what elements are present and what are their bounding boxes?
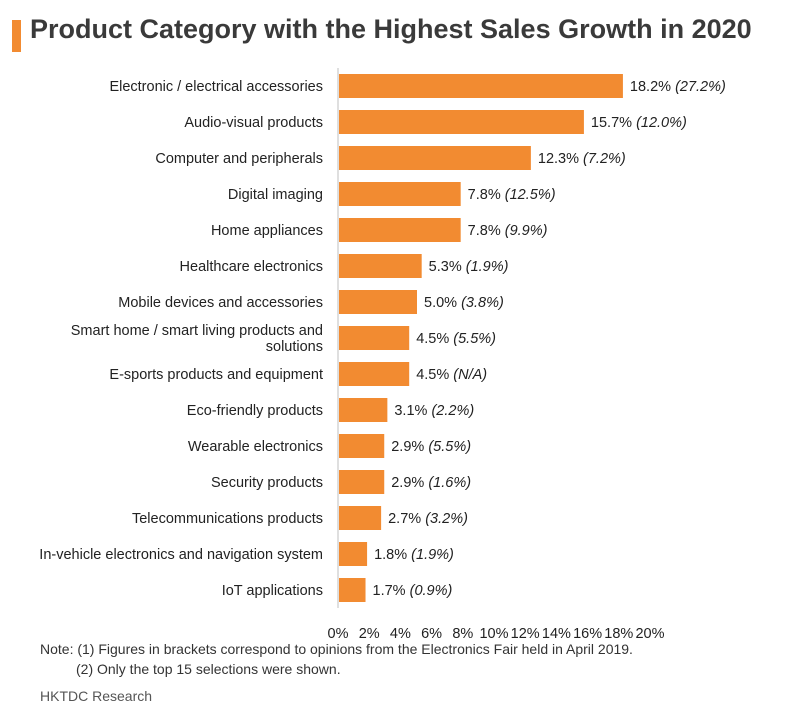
category-label: Computer and peripherals	[155, 151, 323, 167]
bar	[339, 362, 410, 386]
bar	[339, 290, 417, 314]
x-tick-label: 12%	[511, 626, 540, 640]
source-label: HKTDC Research	[40, 688, 153, 704]
bar	[339, 146, 531, 170]
bar	[339, 434, 385, 458]
bar	[339, 254, 422, 278]
category-label: Telecommunications products	[132, 511, 323, 527]
bar	[339, 74, 623, 98]
title-accent-bar	[12, 20, 21, 52]
x-tick-label: 16%	[573, 626, 602, 640]
category-label: Electronic / electrical accessories	[109, 79, 323, 95]
value-label: 2.7% (3.2%)	[388, 511, 468, 527]
bar	[339, 398, 388, 422]
chart-title: Product Category with the Highest Sales …	[30, 14, 752, 44]
category-label: Eco-friendly products	[187, 403, 323, 419]
category-label: Audio-visual products	[184, 115, 323, 131]
bar	[339, 578, 366, 602]
value-label: 18.2% (27.2%)	[630, 79, 726, 95]
value-label: 1.7% (0.9%)	[373, 583, 453, 599]
x-tick-label: 10%	[479, 626, 508, 640]
category-label: Home appliances	[211, 223, 323, 239]
note-line-2: (2) Only the top 15 selections were show…	[76, 661, 341, 677]
bar	[339, 506, 382, 530]
bar	[339, 326, 410, 350]
value-label: 15.7% (12.0%)	[591, 115, 687, 131]
x-tick-label: 6%	[421, 626, 442, 640]
category-label: Mobile devices and accessories	[118, 295, 323, 311]
note-line-1: Note: (1) Figures in brackets correspond…	[40, 641, 633, 657]
chart-notes: Note: (1) Figures in brackets correspond…	[40, 639, 633, 679]
value-label: 12.3% (7.2%)	[538, 151, 626, 167]
value-label: 5.0% (3.8%)	[424, 295, 504, 311]
value-label: 3.1% (2.2%)	[394, 403, 474, 419]
value-label: 7.8% (9.9%)	[468, 223, 548, 239]
bar	[339, 182, 461, 206]
value-label: 7.8% (12.5%)	[468, 187, 556, 203]
bar	[339, 542, 368, 566]
category-label: IoT applications	[222, 583, 323, 599]
value-label: 4.5% (5.5%)	[416, 331, 496, 347]
category-label: Wearable electronics	[188, 439, 323, 455]
x-tick-label: 14%	[542, 626, 571, 640]
bar	[339, 218, 461, 242]
category-label: Smart home / smart living products and so…	[71, 323, 323, 355]
x-tick-label: 18%	[604, 626, 633, 640]
category-label: In-vehicle electronics and navigation sy…	[39, 547, 323, 563]
x-tick-label: 0%	[328, 626, 349, 640]
bar-chart: Electronic / electrical accessories 18.2%…	[39, 68, 726, 640]
bar	[339, 110, 584, 134]
value-label: 4.5% (N/A)	[416, 367, 487, 383]
x-tick-label: 20%	[635, 626, 664, 640]
value-label: 2.9% (1.6%)	[391, 475, 471, 491]
x-tick-label: 4%	[390, 626, 411, 640]
category-label: Healthcare electronics	[180, 259, 323, 275]
value-label: 2.9% (5.5%)	[391, 439, 471, 455]
category-label: Security products	[211, 475, 323, 491]
bar	[339, 470, 385, 494]
value-label: 5.3% (1.9%)	[429, 259, 509, 275]
category-label: Digital imaging	[228, 187, 323, 203]
x-tick-label: 8%	[452, 626, 473, 640]
value-label: 1.8% (1.9%)	[374, 547, 454, 563]
x-tick-label: 2%	[359, 626, 380, 640]
category-label: E-sports products and equipment	[109, 367, 323, 383]
